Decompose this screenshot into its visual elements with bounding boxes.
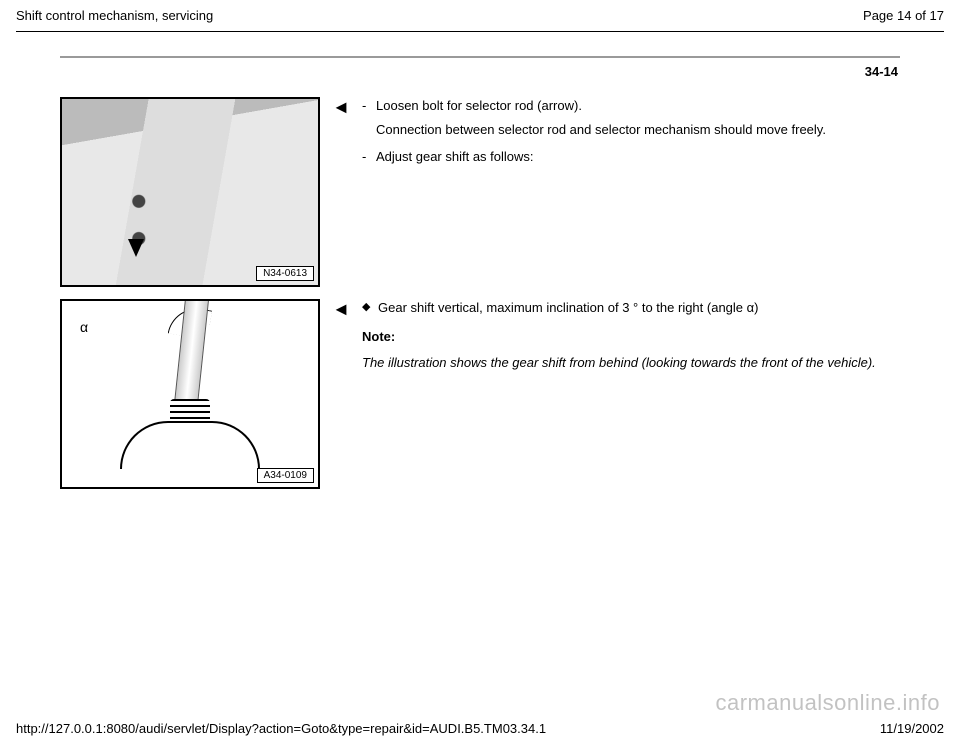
instruction-block-1: N34-0613 ◄ - Loosen bolt for selector ro… <box>60 97 900 287</box>
pointer-arrow-icon: ◄ <box>320 299 350 320</box>
note-heading: Note: <box>362 329 900 344</box>
list-dash: - <box>362 148 376 166</box>
step-subtext: Connection between selector rod and sele… <box>362 121 900 139</box>
section-rule <box>60 56 900 58</box>
figure-2: α A34-0109 <box>60 299 320 489</box>
alpha-symbol: α <box>80 319 88 335</box>
figure-1-label: N34-0613 <box>256 266 314 281</box>
footer-date: 11/19/2002 <box>880 721 944 736</box>
list-dash: - <box>362 97 376 115</box>
note-body: The illustration shows the gear shift fr… <box>362 354 900 372</box>
mechanism-illustration <box>62 99 318 285</box>
step-text: Adjust gear shift as follows: <box>376 148 534 166</box>
footer-url: http://127.0.0.1:8080/audi/servlet/Displ… <box>16 721 546 736</box>
page-indicator: Page 14 of 17 <box>863 8 944 23</box>
selector-arrow-icon <box>128 239 144 257</box>
pointer-arrow-icon: ◄ <box>320 97 350 118</box>
figure-1: N34-0613 <box>60 97 320 287</box>
doc-title: Shift control mechanism, servicing <box>16 8 213 23</box>
instruction-block-2: α A34-0109 ◄ ◆ Gear shift vertical, maxi… <box>60 299 900 489</box>
base-shape <box>120 421 260 469</box>
header-rule <box>16 31 944 32</box>
watermark-text: carmanualsonline.info <box>715 690 940 716</box>
section-number: 34-14 <box>0 64 960 79</box>
figure-2-label: A34-0109 <box>257 468 314 483</box>
step-text: Loosen bolt for selector rod (arrow). <box>376 97 582 115</box>
bullet-icon: ◆ <box>362 299 378 317</box>
bullet-text: Gear shift vertical, maximum inclination… <box>378 299 758 317</box>
